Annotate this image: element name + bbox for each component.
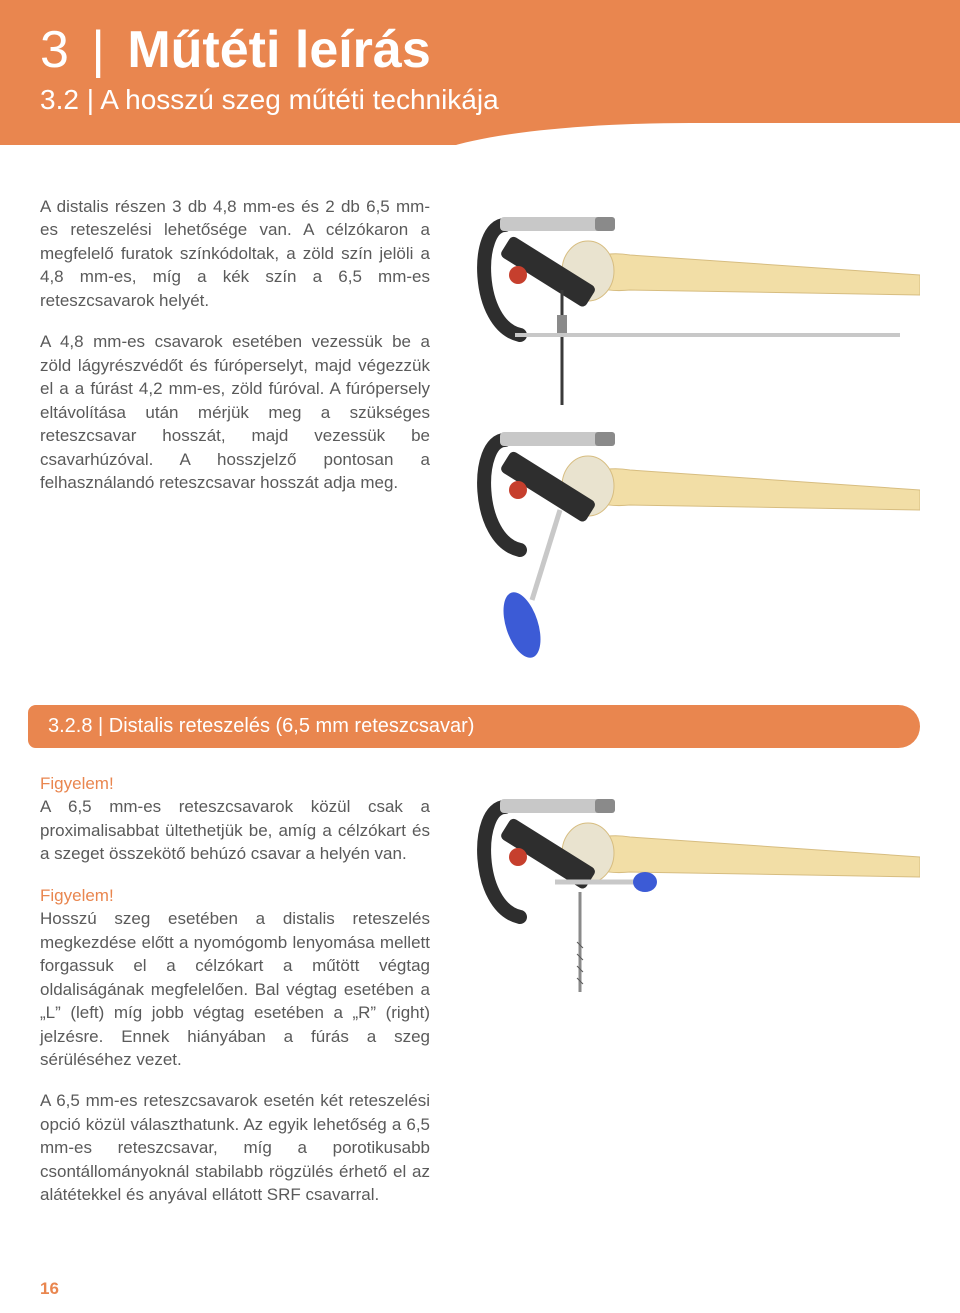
chapter-title-row: 3 | Műtéti leírás — [40, 20, 960, 80]
attention-label-1: Figyelem! — [40, 774, 114, 793]
section-title: A hosszú szeg műtéti technikája — [100, 84, 498, 115]
figure-column-1 — [460, 195, 920, 665]
section-subtitle-row: 3.2 | A hosszú szeg műtéti technikája — [40, 84, 960, 116]
section-bar-328: 3.2.8 | Distalis reteszelés (6,5 mm rete… — [28, 705, 920, 748]
body2-para-2: Hosszú szeg esetében a distalis reteszel… — [40, 909, 430, 1069]
illustration-top — [460, 195, 920, 415]
attention-label-2: Figyelem! — [40, 886, 114, 905]
body1-para-1: A distalis részen 3 db 4,8 mm-es és 2 db… — [40, 195, 430, 312]
body-section-2: Figyelem! A 6,5 mm-es reteszcsavarok köz… — [0, 772, 960, 1225]
illustration-bottom — [460, 772, 920, 1012]
page-number: 16 — [40, 1279, 59, 1299]
body2-para-3: A 6,5 mm-es reteszcsavarok esetén két re… — [40, 1089, 430, 1206]
illustration-middle — [460, 425, 920, 665]
header-band: 3 | Műtéti leírás 3.2 | A hosszú szeg mű… — [0, 0, 960, 145]
chapter-number: 3 — [40, 21, 69, 79]
text-column-1: A distalis részen 3 db 4,8 mm-es és 2 db… — [40, 195, 430, 665]
body2-para-1: A 6,5 mm-es reteszcsavarok közül csak a … — [40, 797, 430, 863]
body-section-1: A distalis részen 3 db 4,8 mm-es és 2 db… — [0, 145, 960, 665]
body1-para-2: A 4,8 mm-es csavarok esetében vezessük b… — [40, 330, 430, 494]
figure-column-2 — [460, 772, 920, 1225]
section-separator: | — [87, 84, 94, 115]
chapter-separator: | — [91, 21, 105, 79]
text-column-2: Figyelem! A 6,5 mm-es reteszcsavarok köz… — [40, 772, 430, 1225]
chapter-title: Műtéti leírás — [127, 21, 430, 79]
section-bar-label: 3.2.8 | Distalis reteszelés (6,5 mm rete… — [48, 715, 474, 737]
section-number: 3.2 — [40, 84, 79, 115]
